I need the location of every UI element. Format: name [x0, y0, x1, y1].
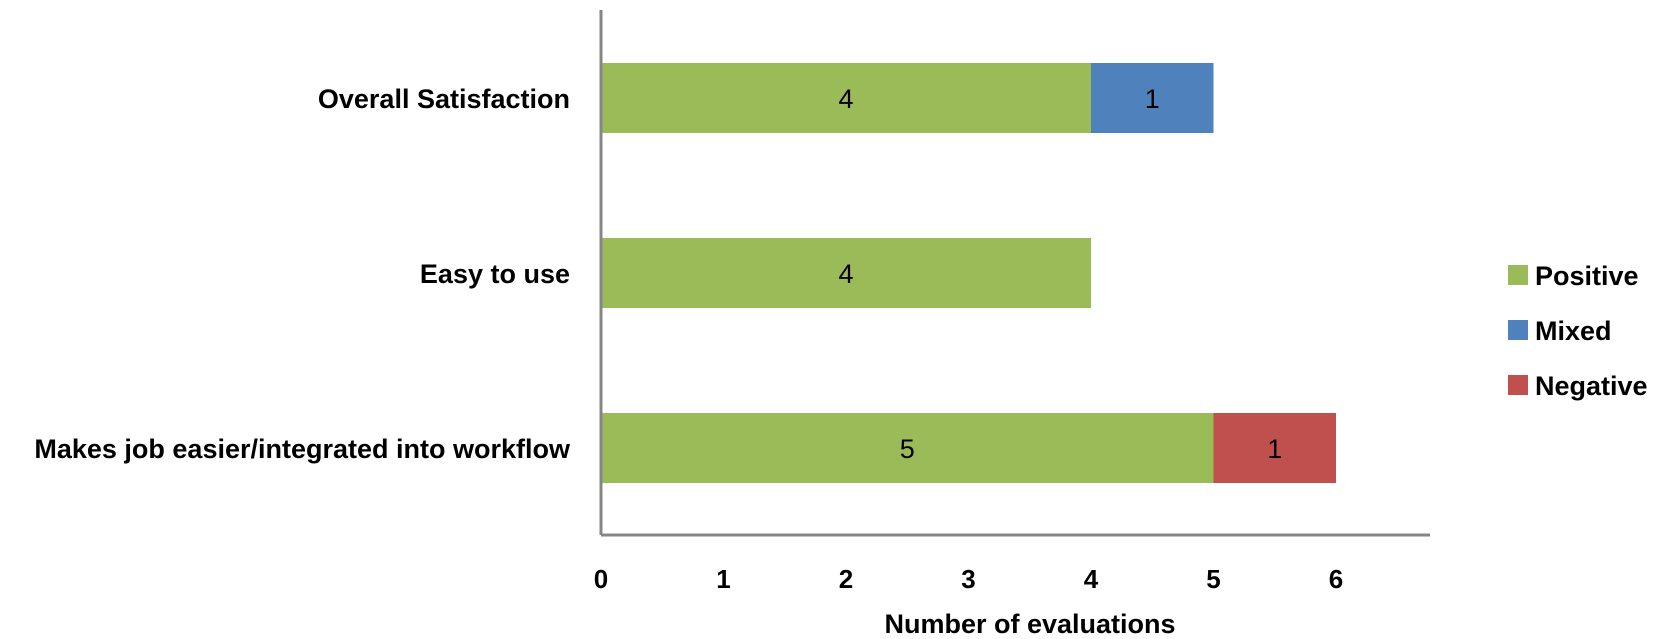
bar-mixed-0: [1091, 63, 1214, 133]
category-label-1: Easy to use: [420, 259, 570, 289]
data-label-mixed-0: 1: [1145, 84, 1160, 114]
bar-positive-2: [601, 413, 1214, 483]
x-tick-label-5: 5: [1206, 564, 1220, 594]
bars-group: [601, 63, 1336, 483]
x-axis-title: Number of evaluations: [884, 609, 1175, 639]
data-label-positive-0: 4: [838, 84, 853, 114]
legend: Positive Mixed Negative: [1508, 261, 1648, 401]
legend-swatch-mixed: [1508, 320, 1528, 340]
axes-group: [599, 10, 1430, 537]
data-label-positive-2: 5: [900, 434, 915, 464]
legend-label-positive: Positive: [1535, 261, 1639, 291]
x-tick-label-2: 2: [839, 564, 853, 594]
x-tick-label-1: 1: [716, 564, 730, 594]
x-tick-label-6: 6: [1329, 564, 1343, 594]
x-tick-label-0: 0: [594, 564, 608, 594]
data-label-positive-1: 4: [838, 259, 853, 289]
bar-positive-0: [601, 63, 1091, 133]
legend-swatch-positive: [1508, 265, 1528, 285]
x-tick-label-3: 3: [961, 564, 975, 594]
category-labels-group: Overall Satisfaction Easy to use Makes job…: [34, 84, 571, 464]
bar-negative-2: [1213, 413, 1336, 483]
x-tick-label-4: 4: [1084, 564, 1099, 594]
legend-swatch-negative: [1508, 375, 1528, 395]
legend-label-negative: Negative: [1535, 371, 1648, 401]
x-tick-labels-group: 0 1 2 3 4 5 6: [594, 564, 1343, 594]
category-label-0: Overall Satisfaction: [318, 84, 570, 114]
bar-positive-1: [601, 238, 1091, 308]
category-label-2: Makes job easier/integrated into workflo…: [34, 434, 571, 464]
legend-label-mixed: Mixed: [1535, 316, 1612, 346]
data-labels-group: 4 1 4 5 1: [838, 84, 1282, 464]
data-label-negative-2: 1: [1267, 434, 1282, 464]
